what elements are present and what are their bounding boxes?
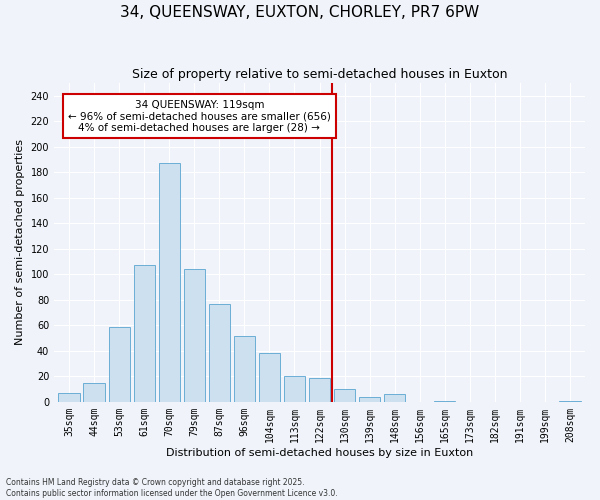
- Bar: [284, 376, 305, 402]
- Bar: [109, 326, 130, 402]
- Bar: [134, 266, 155, 402]
- Bar: [209, 304, 230, 402]
- Bar: [259, 354, 280, 402]
- Bar: [434, 400, 455, 402]
- Bar: [158, 164, 180, 402]
- Y-axis label: Number of semi-detached properties: Number of semi-detached properties: [15, 140, 25, 346]
- Title: Size of property relative to semi-detached houses in Euxton: Size of property relative to semi-detach…: [132, 68, 507, 80]
- Bar: [309, 378, 330, 402]
- Bar: [58, 393, 80, 402]
- Bar: [184, 269, 205, 402]
- Bar: [334, 389, 355, 402]
- Text: 34 QUEENSWAY: 119sqm
← 96% of semi-detached houses are smaller (656)
4% of semi-: 34 QUEENSWAY: 119sqm ← 96% of semi-detac…: [68, 100, 331, 133]
- X-axis label: Distribution of semi-detached houses by size in Euxton: Distribution of semi-detached houses by …: [166, 448, 473, 458]
- Text: Contains HM Land Registry data © Crown copyright and database right 2025.
Contai: Contains HM Land Registry data © Crown c…: [6, 478, 338, 498]
- Bar: [359, 396, 380, 402]
- Bar: [384, 394, 406, 402]
- Bar: [559, 400, 581, 402]
- Text: 34, QUEENSWAY, EUXTON, CHORLEY, PR7 6PW: 34, QUEENSWAY, EUXTON, CHORLEY, PR7 6PW: [121, 5, 479, 20]
- Bar: [83, 382, 105, 402]
- Bar: [234, 336, 255, 402]
